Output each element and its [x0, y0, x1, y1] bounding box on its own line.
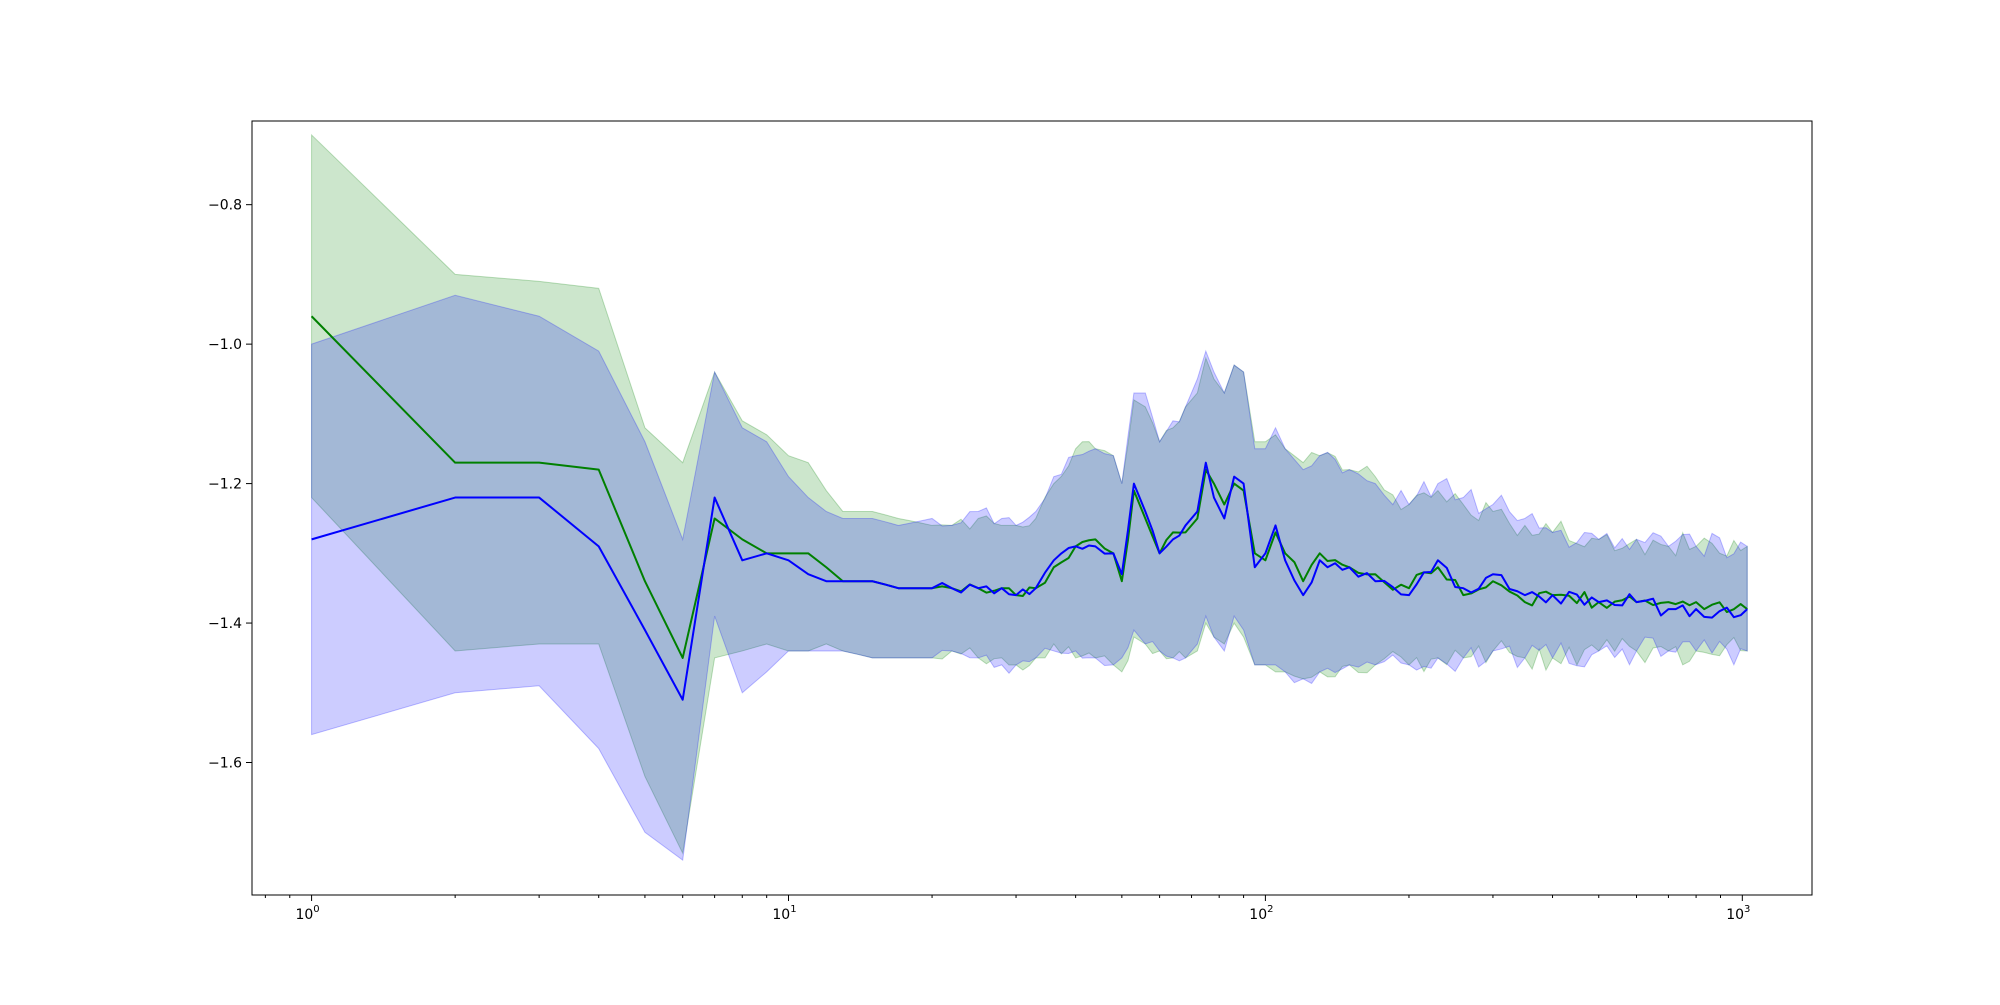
plot-frame: [251, 120, 1813, 896]
y-axis: −0.8 −1.0 −1.2 −1.4 −1.6: [208, 198, 252, 772]
series-2-band: [311, 294, 1748, 862]
x-axis: 100 101 102 103: [264, 895, 1750, 923]
series-1-band: [311, 133, 1748, 855]
y-tick-label: −1.2: [208, 477, 242, 493]
bands-layer: [311, 133, 1748, 862]
y-tick-label: −0.8: [208, 198, 242, 214]
y-tick-label: −1.0: [208, 337, 242, 353]
lines-layer: [310, 315, 1748, 701]
x-tick-label: 101: [772, 904, 796, 923]
x-tick-label: 102: [1249, 904, 1273, 923]
y-tick-label: −1.4: [208, 616, 242, 632]
series-1-line: [310, 315, 1748, 659]
x-tick-label: 100: [295, 904, 319, 923]
x-tick-label: 103: [1726, 904, 1750, 923]
series-2-line: [311, 461, 1748, 701]
y-tick-label: −1.6: [208, 756, 242, 772]
